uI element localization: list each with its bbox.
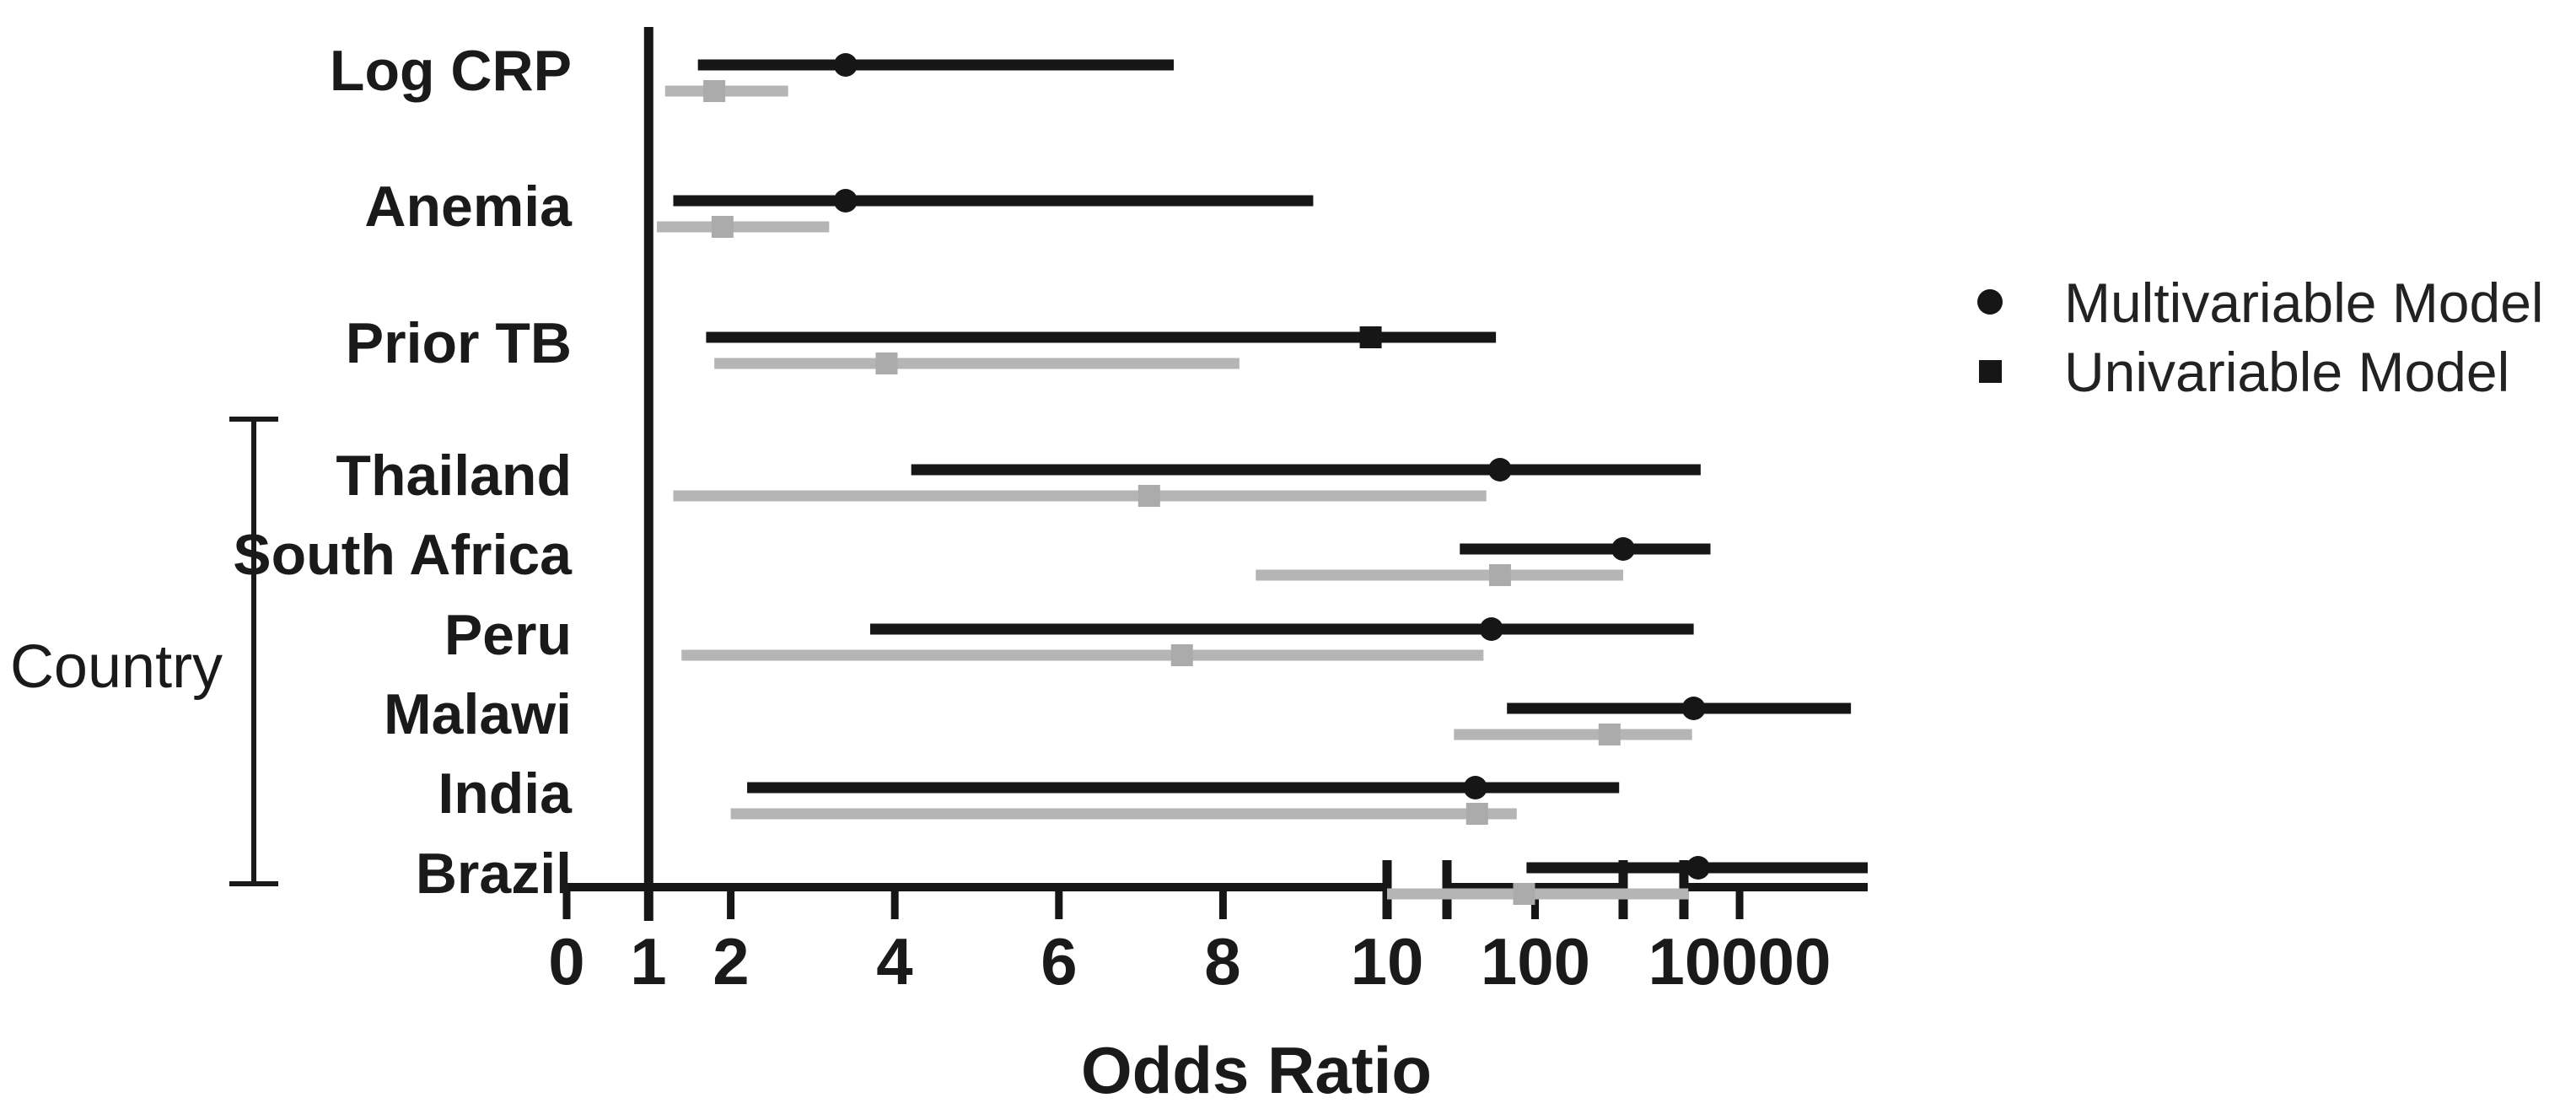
row-label-brazil: Brazil (416, 842, 572, 906)
row-label-thailand: Thailand (336, 444, 572, 508)
x-tick-10000: 10000 (1648, 924, 1831, 998)
x-tick-1: 1 (630, 924, 666, 998)
row-label-anemia: Anemia (364, 175, 573, 239)
marker-univariable-prior-tb (875, 352, 898, 374)
x-tick-4: 4 (876, 924, 912, 998)
marker-univariable-south-africa (1488, 564, 1511, 586)
legend-label-multivariable: Multivariable Model (2064, 272, 2544, 334)
row-label-south-africa: South Africa (233, 523, 573, 587)
legend-label-univariable: Univariable Model (2064, 341, 2509, 403)
marker-multivariable-south-africa (1611, 537, 1635, 561)
marker-univariable-brazil (1513, 883, 1535, 905)
x-tick-100: 100 (1481, 924, 1590, 998)
x-tick-0: 0 (548, 924, 584, 998)
marker-multivariable-thailand (1487, 458, 1512, 482)
x-tick-8: 8 (1204, 924, 1240, 998)
row-label-prior-tb: Prior TB (346, 311, 572, 375)
marker-multivariable-brazil (1686, 856, 1710, 880)
x-axis-title: Odds Ratio (1081, 1033, 1432, 1107)
marker-univariable-malawi (1598, 724, 1621, 745)
legend-marker-square-univariable (1979, 360, 2002, 383)
x-tick-6: 6 (1041, 924, 1077, 998)
country-bracket (229, 417, 278, 886)
marker-univariable-anemia (711, 216, 734, 238)
marker-multivariable-log-crp (833, 53, 858, 77)
marker-univariable-india (1465, 803, 1488, 825)
marker-multivariable-malawi (1681, 697, 1706, 720)
marker-univariable-log-crp (703, 80, 726, 102)
row-label-peru: Peru (444, 603, 572, 667)
country-group-label: Country (10, 633, 223, 701)
marker-multivariable-prior-tb (1359, 326, 1382, 348)
marker-multivariable-anemia (833, 189, 858, 213)
row-label-india: India (438, 762, 573, 826)
x-tick-2: 2 (713, 924, 749, 998)
marker-univariable-thailand (1137, 485, 1160, 507)
x-tick-10: 10 (1351, 924, 1424, 998)
row-label-malawi: Malawi (384, 682, 572, 746)
row-label-log-crp: Log CRP (330, 39, 572, 103)
marker-univariable-peru (1170, 644, 1193, 666)
marker-multivariable-india (1463, 776, 1487, 799)
marker-multivariable-peru (1479, 617, 1503, 641)
legend-marker-circle-multivariable (1977, 289, 2003, 315)
